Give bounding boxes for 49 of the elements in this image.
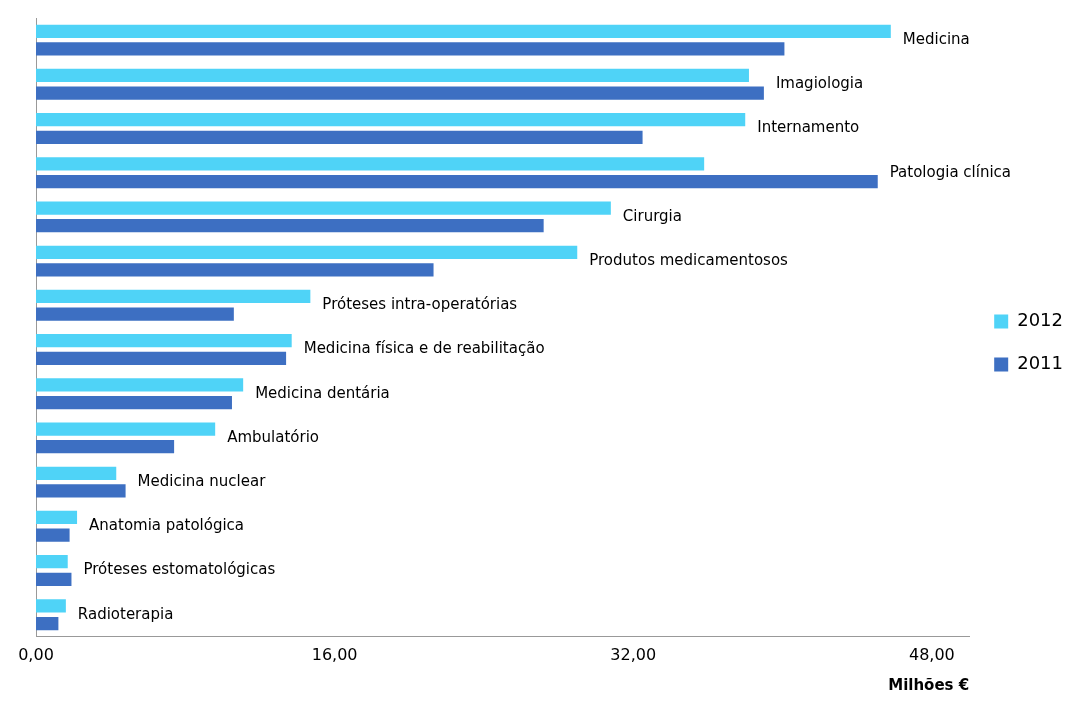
bar [36, 42, 785, 56]
bar [36, 174, 878, 189]
bar [36, 245, 578, 259]
bar [36, 86, 764, 100]
y-tick-label: Cirurgia [622, 206, 682, 225]
x-tick-label: 0,00 [18, 644, 54, 664]
x-tick-label: 32,00 [610, 644, 657, 664]
bar [36, 201, 611, 215]
bar [36, 440, 175, 454]
bar [36, 572, 72, 586]
bar [36, 157, 705, 171]
legend-label: 2011 [1017, 352, 1063, 374]
y-tick-label: Ambulatório [227, 427, 320, 446]
y-tick-label: Medicina nuclear [137, 471, 267, 490]
y-tick-label: Próteses intra-operatórias [322, 295, 518, 314]
bar [36, 307, 234, 321]
bar [36, 68, 749, 83]
bar [36, 289, 311, 304]
bar [36, 334, 292, 348]
y-tick-label: Anatomia patológica [89, 516, 245, 535]
x-axis-title: Milhões € [888, 676, 970, 694]
bar [36, 466, 117, 480]
bar [36, 510, 78, 525]
bar [36, 130, 643, 144]
y-tick-label: Produtos medicamentosos [589, 250, 789, 269]
bar [36, 263, 434, 277]
y-tick-label: Radioterapia [77, 604, 174, 623]
bar [36, 24, 891, 38]
y-tick-label: Próteses estomatológicas [83, 560, 276, 579]
bar [36, 351, 287, 365]
y-tick-label: Imagiologia [775, 74, 864, 93]
y-tick-label: Medicina [902, 29, 970, 48]
bar [36, 395, 232, 410]
bar [36, 528, 70, 542]
bar [36, 555, 68, 569]
legend-label: 2012 [1017, 309, 1063, 331]
bar [36, 378, 244, 392]
bar [36, 599, 66, 613]
y-tick-label: Medicina dentária [255, 383, 390, 402]
bar [36, 484, 126, 498]
y-tick-label: Patologia clínica [889, 162, 1012, 181]
bar [36, 113, 746, 127]
y-tick-label: Internamento [757, 118, 860, 137]
bar [36, 422, 216, 436]
bar [36, 616, 59, 631]
bar [36, 219, 544, 233]
x-tick-label: 16,00 [311, 644, 358, 664]
y-tick-label: Medicina física e de reabilitação [303, 339, 545, 358]
x-tick-label: 48,00 [908, 644, 955, 664]
